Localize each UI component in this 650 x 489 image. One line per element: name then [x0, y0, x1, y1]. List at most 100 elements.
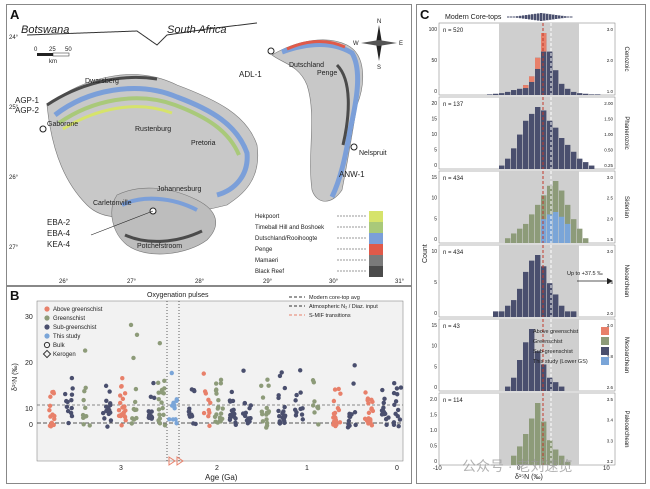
data-point — [122, 414, 127, 419]
hist-bar-overlay — [529, 76, 535, 82]
hist-bar — [517, 88, 523, 95]
map-legend-swatch — [369, 255, 383, 266]
hist-bar — [535, 107, 541, 169]
data-point — [260, 395, 266, 400]
hist-bar-overlay — [541, 33, 547, 52]
data-point — [349, 412, 354, 417]
data-point — [381, 400, 386, 406]
hist-bar-overlay — [541, 219, 547, 243]
data-point — [397, 417, 403, 422]
hist-bar — [535, 57, 541, 95]
data-point — [81, 397, 86, 403]
hist-bar-overlay — [547, 214, 553, 243]
site-marker-adl — [267, 47, 275, 55]
data-point — [380, 408, 386, 413]
hist-bar — [577, 93, 583, 95]
lon-tick-31: 31° — [395, 279, 405, 285]
hist-bar — [577, 158, 583, 169]
scatter-svg: Oxygenation pulses Age (Ga) δ¹⁵N (‰) 3 2… — [12, 292, 404, 482]
svg-text:N: N — [377, 19, 381, 25]
data-point — [392, 381, 397, 386]
data-point — [132, 407, 138, 413]
hist-bar — [565, 88, 571, 95]
legend-line-label: Atmospheric N₂ / Diaz. input — [309, 304, 378, 310]
hist-eon-label: Neoarchean — [623, 265, 629, 298]
modern-hist-bar — [540, 13, 543, 21]
data-point — [123, 418, 128, 423]
hist-bar — [571, 151, 577, 169]
data-point — [396, 424, 401, 429]
site-eba-4: EBA-4 — [47, 229, 71, 238]
svg-text:E: E — [399, 41, 403, 47]
data-point — [216, 404, 221, 410]
data-point — [380, 387, 385, 393]
data-point — [81, 415, 86, 421]
legend-label: This study — [53, 334, 80, 340]
hist-bar — [529, 113, 535, 169]
data-point — [48, 414, 53, 419]
data-point — [346, 421, 351, 427]
hist-bar — [505, 158, 511, 169]
data-point — [116, 408, 122, 413]
c-legend-swatch — [601, 337, 609, 345]
data-point — [108, 402, 113, 408]
legend-marker — [44, 324, 50, 330]
c-ylabel: Count — [422, 244, 429, 263]
lon-tick-26: 26° — [59, 279, 69, 285]
b-xtick-3: 3 — [119, 465, 123, 472]
site-agp-1: AGP-1 — [15, 96, 40, 105]
map-legend-label: Mamaeri — [255, 258, 278, 264]
hist-bar — [559, 305, 565, 317]
data-point — [69, 392, 75, 397]
annotation-label: Up to +37.5 ‰ — [567, 271, 603, 277]
data-point — [62, 391, 68, 397]
east-arm — [271, 39, 364, 202]
place-carletonville: Carletonville — [93, 200, 132, 207]
hist-rtick: 2.0 — [607, 311, 614, 316]
data-point — [173, 417, 178, 422]
data-point — [227, 415, 233, 420]
hist-bar-overlay — [523, 85, 529, 89]
hist-bar — [529, 260, 535, 317]
hist-rtick: 2.0 — [607, 58, 614, 63]
c-legend-swatch — [601, 327, 609, 335]
place-johannesburg: Johannesburg — [157, 186, 201, 193]
hist-n-label: n = 137 — [443, 102, 464, 108]
data-point — [311, 380, 317, 385]
map-legend-swatch — [369, 222, 383, 233]
data-point — [352, 363, 357, 368]
hist-bar — [583, 238, 589, 243]
hist-rtick: 3.0 — [607, 27, 614, 32]
hist-ytick: 0 — [434, 311, 437, 317]
hist-ytick: 10 — [431, 249, 437, 255]
compass-rose-icon: N S E W — [353, 19, 403, 71]
data-point — [64, 404, 70, 410]
data-point — [264, 417, 269, 422]
c-legend-swatch — [601, 347, 609, 355]
data-point — [331, 398, 337, 404]
data-point — [100, 410, 106, 416]
data-point — [104, 398, 109, 404]
hist-ytick: 5 — [434, 216, 437, 222]
modern-hist-bar — [564, 16, 567, 18]
data-point — [294, 410, 299, 415]
svg-text:W: W — [353, 41, 359, 47]
data-point — [382, 396, 387, 402]
hist-bar — [517, 134, 523, 169]
data-point — [82, 348, 88, 353]
hist-bar — [553, 449, 559, 465]
site-adl-1: ADL-1 — [239, 70, 262, 79]
data-point — [160, 405, 165, 411]
data-point — [282, 414, 287, 420]
hist-bar — [583, 162, 589, 169]
hist-bar — [487, 94, 493, 95]
legend-label: Bulk — [53, 343, 66, 349]
data-point — [49, 420, 55, 425]
hist-bar — [589, 94, 595, 95]
site-marker-anw — [350, 143, 358, 151]
hist-ytick: 1.5 — [430, 413, 437, 419]
data-point — [207, 423, 212, 429]
hist-bar — [511, 148, 517, 169]
hist-bar — [535, 351, 541, 391]
place-rustenburg: Rustenburg — [135, 126, 171, 133]
